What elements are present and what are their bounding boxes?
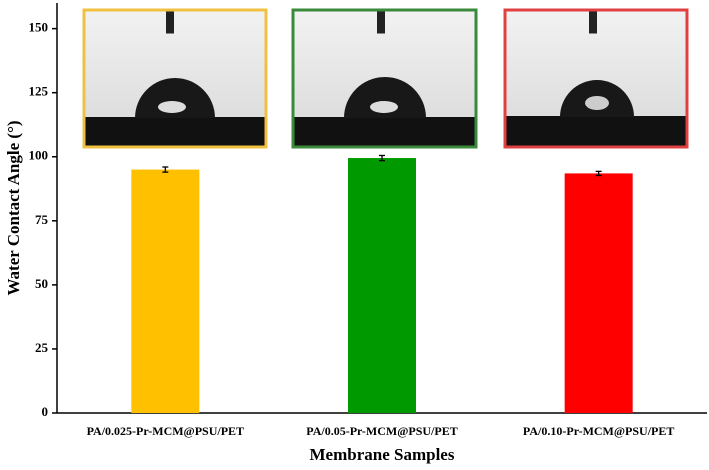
inset-image <box>82 8 268 149</box>
inset-image <box>291 8 478 149</box>
y-tick-label: 75 <box>35 212 49 227</box>
x-tick-label: PA/0.05-Pr-MCM@PSU/PET <box>306 424 457 438</box>
x-tick-label: PA/0.025-Pr-MCM@PSU/PET <box>87 424 244 438</box>
y-tick-label: 25 <box>35 340 49 355</box>
y-tick-label: 100 <box>29 148 49 163</box>
inset-images <box>82 8 689 149</box>
inset-image <box>503 8 689 149</box>
bar <box>348 158 416 413</box>
y-axis-title: Water Contact Angle (°) <box>4 120 23 295</box>
y-tick-label: 50 <box>35 276 48 291</box>
y-tick-label: 150 <box>29 20 49 35</box>
x-axis-title: Membrane Samples <box>310 445 455 464</box>
y-tick-label: 0 <box>42 404 49 419</box>
x-tick-label: PA/0.10-Pr-MCM@PSU/PET <box>523 424 674 438</box>
bar <box>564 173 633 413</box>
y-tick-label: 125 <box>29 84 49 99</box>
bar <box>131 169 200 413</box>
